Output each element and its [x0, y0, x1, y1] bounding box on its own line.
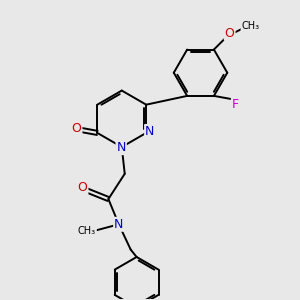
Text: O: O: [78, 181, 88, 194]
Text: N: N: [114, 218, 124, 231]
Text: O: O: [225, 27, 235, 40]
Text: CH₃: CH₃: [242, 21, 260, 32]
Text: O: O: [72, 122, 81, 135]
Text: F: F: [232, 98, 239, 111]
Text: N: N: [145, 125, 154, 138]
Text: CH₃: CH₃: [78, 226, 96, 236]
Text: N: N: [116, 141, 126, 154]
